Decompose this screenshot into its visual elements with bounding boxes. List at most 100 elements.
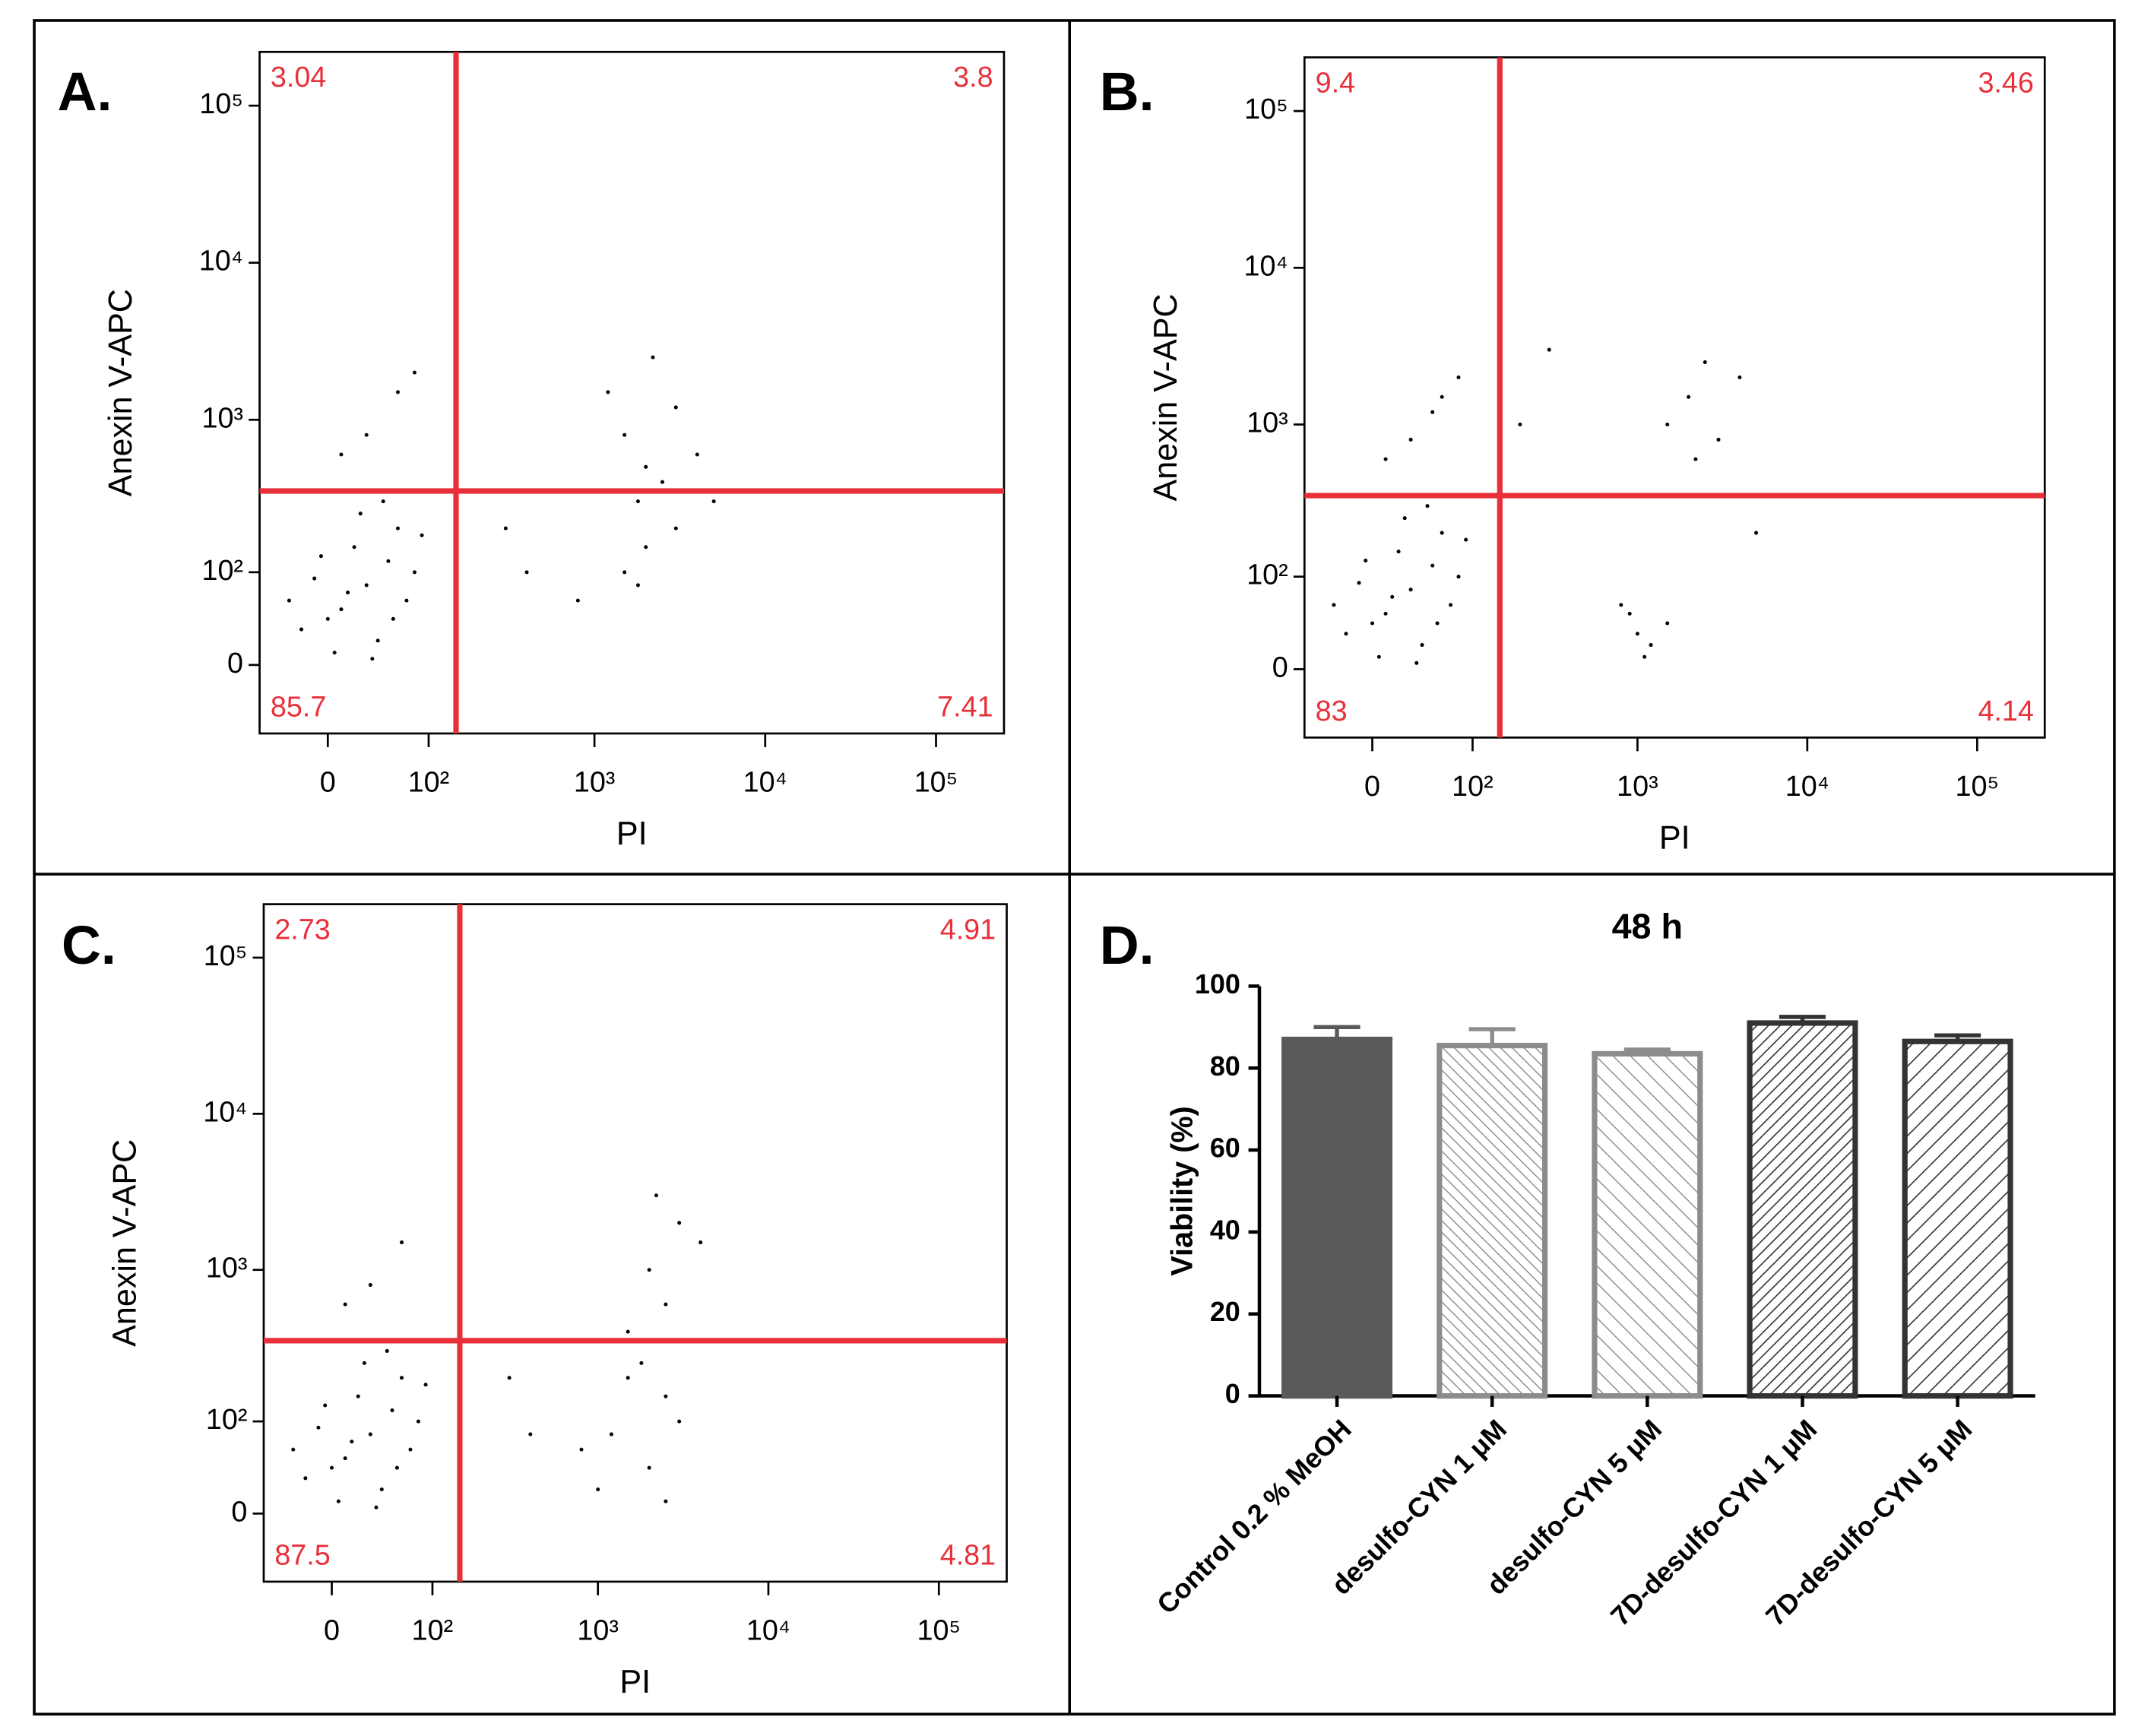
y-tick-label: 100 [1195,968,1240,999]
point [647,1268,651,1272]
point [524,570,529,575]
point [356,1394,360,1399]
point [1635,632,1639,636]
point [395,526,400,531]
y-tick-label: 10² [1246,559,1288,591]
point [664,1394,668,1399]
point [368,1283,372,1288]
point [639,1361,644,1365]
panel-label: C. [62,915,116,976]
quadrant-label: 7.41 [937,691,993,723]
point [1456,575,1461,579]
quadrant-label: 85.7 [271,691,326,723]
point [1440,531,1444,535]
quadrant-label: 3.8 [953,61,993,93]
point [1649,643,1653,648]
y-tick-label: 20 [1210,1296,1240,1327]
y-axis-label: Anexin V-APC [1148,293,1184,501]
plot-frame [262,903,1008,1583]
point [1430,563,1435,568]
y-tick-label: 10⁵ [204,939,248,971]
point [385,1348,389,1353]
point [711,499,716,504]
x-tick-label: desulfo-CYN 5 μM [1481,1413,1668,1600]
x-tick-label: 0 [1364,770,1380,802]
point [1383,457,1388,461]
point [391,616,395,621]
point [1370,621,1375,626]
y-tick-label: 10⁵ [199,87,243,119]
point [1716,437,1721,442]
point [412,570,417,575]
point [660,480,664,484]
x-tick-label: 10³ [577,1614,619,1646]
point [626,1376,630,1380]
x-tick-label: 10⁵ [914,765,958,797]
y-axis-label: Anexin V-APC [103,289,139,496]
point [664,1499,668,1503]
point [1383,611,1388,616]
point [609,1432,613,1437]
bar [1902,1038,2013,1399]
point [362,1361,366,1365]
x-axis-label: PI [616,816,648,852]
point [303,1476,308,1481]
point [332,651,337,655]
point [375,638,380,643]
point [325,616,330,621]
point [1642,654,1647,659]
point [291,1447,296,1452]
point [408,1447,413,1452]
point [420,533,424,537]
point [287,598,291,603]
y-tick-label: 10⁴ [199,245,243,277]
point [1390,594,1395,599]
point [423,1383,428,1387]
point [318,554,323,559]
point [622,432,627,437]
point [299,627,304,632]
point [416,1419,420,1424]
point [339,607,344,612]
point [698,1240,703,1245]
point [1332,603,1336,607]
y-tick-label: 10⁴ [203,1095,247,1127]
point [394,1465,399,1470]
point [1435,621,1440,626]
point [312,576,317,581]
bar [1747,1020,1858,1399]
point [352,545,356,550]
point [1420,643,1424,648]
panel-label: B. [1100,62,1155,122]
point [503,526,508,531]
y-tick-label: 10⁴ [1244,249,1288,281]
x-tick-label: 0 [320,765,336,797]
point [412,370,417,375]
x-tick-label: 10⁴ [746,1614,790,1646]
point [507,1376,512,1380]
point [1357,581,1361,585]
chart-title: 48 h [1612,906,1683,946]
point [336,1499,341,1503]
quadrant-label: 4.91 [940,914,996,946]
point [695,452,699,457]
point [673,405,678,410]
point [381,499,385,504]
x-tick-label: 10² [408,765,450,797]
point [644,545,648,550]
panel-label: A. [58,62,112,122]
point [1627,611,1632,616]
point [1344,632,1348,636]
point [404,598,409,603]
point [1376,654,1381,659]
point [575,598,580,603]
point [1402,516,1407,521]
point [400,1240,404,1245]
panel-label: D. [1100,915,1155,976]
quadrant-label: 4.14 [1978,695,2033,727]
quadrant-label: 9.4 [1316,66,1355,98]
point [386,559,391,563]
point [339,452,344,457]
y-tick-label: 10³ [1246,406,1288,438]
